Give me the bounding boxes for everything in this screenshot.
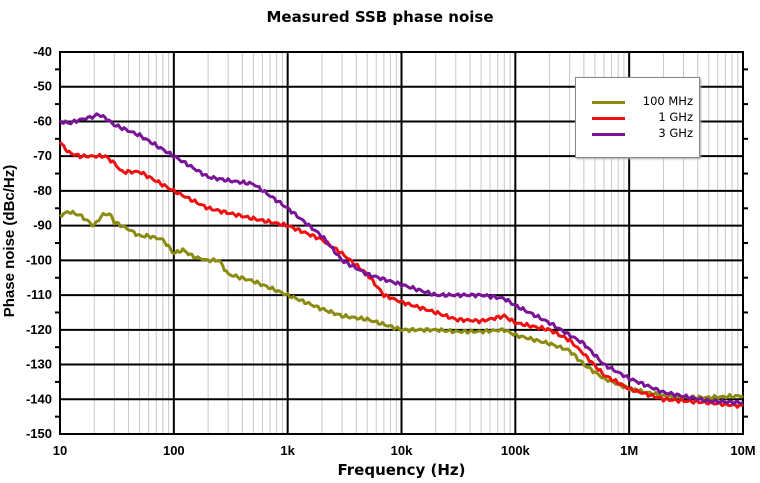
chart-title: Measured SSB phase noise (266, 8, 494, 26)
y-axis-label: Phase noise (dBc/Hz) (1, 164, 18, 318)
y-tick-label: -90 (33, 218, 52, 233)
y-tick-label: -150 (26, 426, 52, 441)
y-tick-label: -80 (33, 183, 52, 198)
x-tick-label: 10 (53, 443, 67, 458)
x-tick-label: 100k (501, 443, 531, 458)
x-tick-label: 100 (163, 443, 185, 458)
legend-item-1ghz: 1 GHz (576, 110, 699, 126)
legend: 100 MHz 1 GHz 3 GHz (575, 77, 700, 158)
x-tick-label: 1M (620, 443, 638, 458)
y-tick-label: -130 (26, 357, 52, 372)
y-tick-label: -70 (33, 148, 52, 163)
series-line-1-ghz (58, 141, 745, 409)
y-tick-label: -140 (26, 391, 52, 406)
y-tick-label: -120 (26, 322, 52, 337)
legend-label: 1 GHz (658, 110, 693, 124)
legend-swatch (592, 117, 625, 120)
y-tick-label: -100 (26, 252, 52, 267)
legend-label: 3 GHz (658, 126, 693, 140)
legend-swatch (592, 133, 625, 136)
y-tick-label: -60 (33, 113, 52, 128)
x-tick-label: 10M (730, 443, 755, 458)
x-tick-label: 1k (280, 443, 295, 458)
legend-item-100mhz: 100 MHz (576, 94, 699, 110)
y-tick-label: -40 (33, 44, 52, 59)
legend-item-3ghz: 3 GHz (576, 126, 699, 142)
x-axis-label: Frequency (Hz) (337, 461, 466, 479)
legend-label: 100 MHz (642, 94, 693, 108)
y-tick-label: -110 (27, 287, 52, 302)
legend-swatch (592, 101, 625, 104)
series-line-3-ghz (58, 112, 744, 406)
x-tick-label: 10k (391, 443, 413, 458)
y-tick-label: -50 (33, 79, 52, 94)
plot-frame (59, 51, 744, 435)
